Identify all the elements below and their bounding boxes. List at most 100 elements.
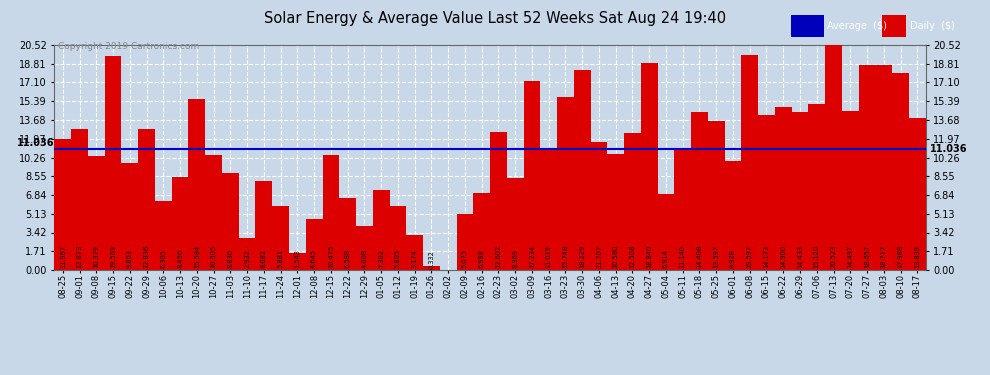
Text: 9.928: 9.928	[730, 249, 736, 268]
Bar	[473, 194, 490, 270]
Text: 8.456: 8.456	[177, 249, 183, 268]
Text: 14.900: 14.900	[780, 245, 786, 268]
Text: 8.082: 8.082	[261, 249, 267, 268]
Text: 14.173: 14.173	[763, 245, 769, 268]
Bar	[272, 206, 289, 270]
Bar	[674, 148, 691, 270]
Bar	[742, 55, 758, 270]
Text: 11.036: 11.036	[17, 138, 54, 148]
Bar	[139, 129, 155, 270]
Bar	[423, 266, 440, 270]
Bar	[708, 121, 725, 270]
Bar	[188, 99, 205, 270]
Bar	[171, 177, 188, 270]
Bar	[858, 65, 875, 270]
Bar	[825, 45, 842, 270]
Bar	[356, 226, 373, 270]
Bar	[758, 115, 775, 270]
Text: Daily  ($): Daily ($)	[910, 21, 954, 31]
Text: 8.830: 8.830	[228, 249, 234, 268]
Bar	[842, 111, 858, 270]
Text: 11.967: 11.967	[59, 245, 65, 268]
Bar	[909, 118, 926, 270]
Bar	[882, 15, 906, 37]
Bar	[456, 214, 473, 270]
Text: 13.597: 13.597	[713, 245, 719, 268]
Bar	[205, 155, 222, 270]
Bar	[809, 104, 825, 270]
Text: 6.588: 6.588	[345, 249, 350, 268]
Text: 10.505: 10.505	[211, 245, 217, 268]
Bar	[775, 106, 792, 270]
Text: 11.707: 11.707	[596, 245, 602, 268]
Text: 10.379: 10.379	[93, 245, 99, 268]
Text: 14.497: 14.497	[847, 245, 853, 268]
Text: 11.140: 11.140	[680, 245, 686, 268]
Text: 5.881: 5.881	[277, 249, 283, 268]
Bar	[306, 219, 323, 270]
Text: 13.839: 13.839	[915, 246, 921, 268]
Bar	[607, 154, 624, 270]
Text: 18.717: 18.717	[881, 245, 887, 268]
Bar	[323, 155, 340, 270]
Text: 12.508: 12.508	[630, 245, 636, 268]
Bar	[490, 132, 507, 270]
Text: 15.120: 15.120	[814, 245, 820, 268]
Bar	[155, 201, 171, 270]
Bar	[657, 194, 674, 270]
Bar	[691, 112, 708, 270]
Text: 11.019: 11.019	[545, 246, 551, 268]
Text: 20.523: 20.523	[831, 245, 837, 268]
Text: 6.914: 6.914	[663, 249, 669, 268]
Bar	[524, 81, 541, 270]
Bar	[54, 139, 71, 270]
Text: 5.075: 5.075	[462, 249, 468, 268]
Bar	[122, 162, 139, 270]
Text: 14.433: 14.433	[797, 245, 803, 268]
Bar	[624, 133, 641, 270]
Text: 8.369: 8.369	[512, 249, 518, 268]
Text: 2.932: 2.932	[245, 249, 250, 268]
Bar	[591, 142, 607, 270]
Text: 12.836: 12.836	[144, 245, 149, 268]
Bar	[389, 206, 406, 270]
Text: 9.803: 9.803	[127, 249, 133, 268]
Bar	[892, 73, 909, 270]
Text: 1.543: 1.543	[294, 249, 300, 268]
Bar	[406, 235, 423, 270]
Bar	[541, 149, 557, 270]
Text: 18.840: 18.840	[646, 245, 652, 268]
Bar	[340, 198, 356, 270]
Bar	[725, 161, 742, 270]
Bar	[255, 182, 272, 270]
Bar	[105, 56, 122, 270]
Text: 3.174: 3.174	[412, 249, 418, 268]
Bar	[574, 70, 591, 270]
Text: 4.645: 4.645	[311, 249, 317, 268]
Text: 11.036: 11.036	[930, 144, 967, 154]
Text: 12.602: 12.602	[495, 245, 501, 268]
Bar	[791, 15, 824, 37]
Text: 0.332: 0.332	[429, 251, 435, 270]
Text: 12.873: 12.873	[76, 245, 82, 268]
Bar	[507, 178, 524, 270]
Bar	[239, 238, 255, 270]
Text: 17.234: 17.234	[529, 245, 535, 268]
Bar	[557, 98, 574, 270]
Bar	[792, 112, 809, 270]
Text: 7.302: 7.302	[378, 249, 384, 268]
Bar	[71, 129, 88, 270]
Text: 6.988: 6.988	[479, 249, 485, 268]
Text: Average  ($): Average ($)	[828, 21, 887, 31]
Text: Solar Energy & Average Value Last 52 Weeks Sat Aug 24 19:40: Solar Energy & Average Value Last 52 Wee…	[264, 11, 726, 26]
Text: 17.988: 17.988	[898, 245, 904, 268]
Text: 10.475: 10.475	[328, 245, 334, 268]
Text: 19.509: 19.509	[110, 245, 116, 268]
Bar	[88, 156, 105, 270]
Text: 18.657: 18.657	[864, 245, 870, 268]
Bar	[875, 65, 892, 270]
Bar	[222, 173, 239, 270]
Text: 14.408: 14.408	[697, 245, 703, 268]
Text: 5.805: 5.805	[395, 249, 401, 268]
Text: 4.008: 4.008	[361, 249, 367, 268]
